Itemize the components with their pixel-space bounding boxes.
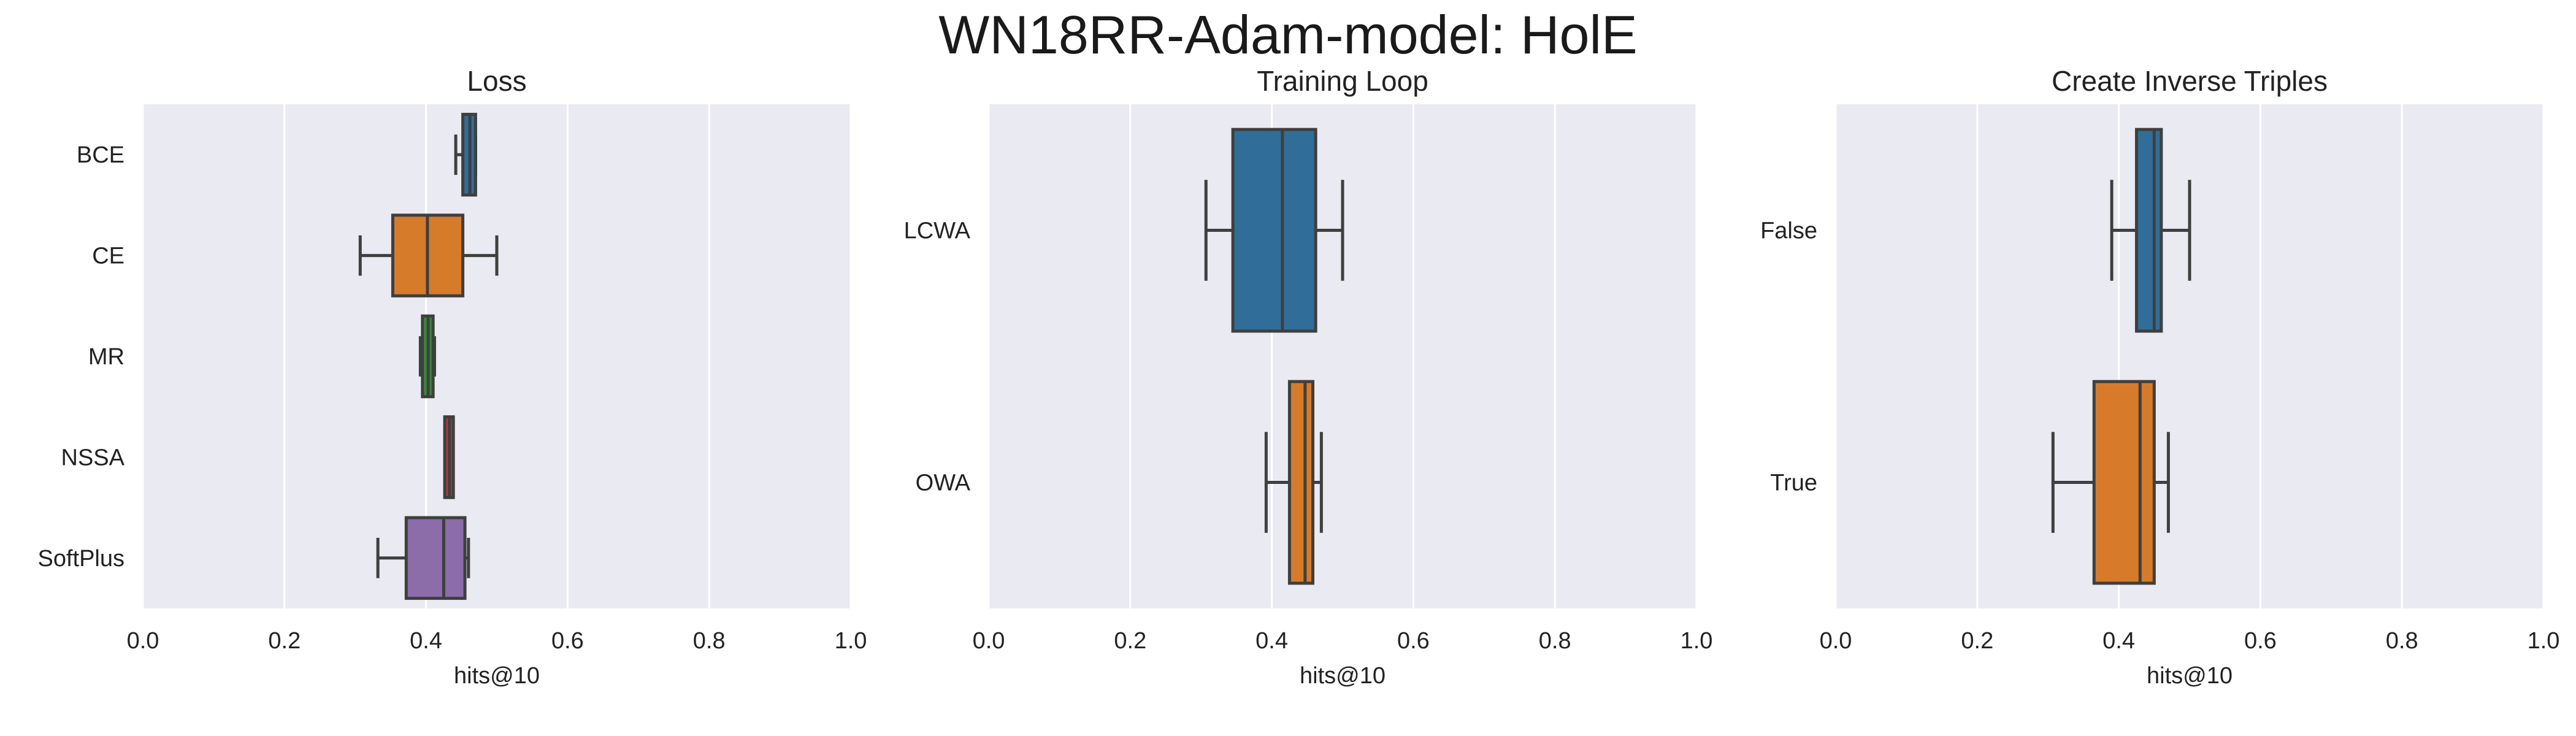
x-tick-label: 0.6 (1397, 628, 1430, 654)
y-category-label: CE (92, 243, 125, 269)
y-category-label: False (1760, 218, 1817, 244)
x-tick-label: 0.0 (1820, 628, 1852, 654)
x-tick-label: 0.4 (410, 628, 442, 654)
y-category-label: MR (88, 344, 125, 370)
x-tick-label: 0.8 (2386, 628, 2418, 654)
x-tick-label: 0.2 (268, 628, 301, 654)
box-body (404, 516, 467, 600)
y-category-label: BCE (77, 142, 125, 168)
panel-title: Training Loop (1257, 65, 1428, 97)
x-tick-label: 1.0 (835, 628, 867, 654)
x-tick-label: 0.0 (127, 628, 159, 654)
x-tick-label: 0.8 (693, 628, 726, 654)
x-tick-label: 0.2 (1961, 628, 1993, 654)
panel-title: Create Inverse Triples (2052, 65, 2328, 97)
x-tick-label: 0.6 (551, 628, 584, 654)
figure-title: WN18RR-Adam-model: HolE (938, 4, 1638, 65)
box-body (2092, 380, 2156, 585)
box-body (1231, 128, 1317, 333)
x-tick-label: 0.2 (1114, 628, 1146, 654)
y-category-label: NSSA (61, 445, 125, 470)
box-body (2134, 128, 2163, 333)
plot-area (143, 104, 851, 608)
x-tick-label: 0.4 (2103, 628, 2135, 654)
x-tick-label: 0.6 (2244, 628, 2277, 654)
x-tick-label: 1.0 (1681, 628, 1713, 654)
x-tick-label: 0.4 (1255, 628, 1288, 654)
x-axis-label: hits@10 (454, 663, 540, 689)
y-category-label: True (1770, 470, 1817, 496)
x-tick-label: 0.8 (1539, 628, 1571, 654)
y-category-label: LCWA (904, 218, 971, 244)
x-axis-label: hits@10 (2147, 663, 2233, 689)
y-category-label: OWA (916, 470, 971, 496)
y-category-label: SoftPlus (37, 546, 125, 572)
panel-title: Loss (467, 65, 526, 97)
x-axis-label: hits@10 (1300, 663, 1386, 689)
x-tick-label: 0.0 (973, 628, 1005, 654)
box-body (1287, 380, 1315, 585)
x-tick-label: 1.0 (2528, 628, 2560, 654)
